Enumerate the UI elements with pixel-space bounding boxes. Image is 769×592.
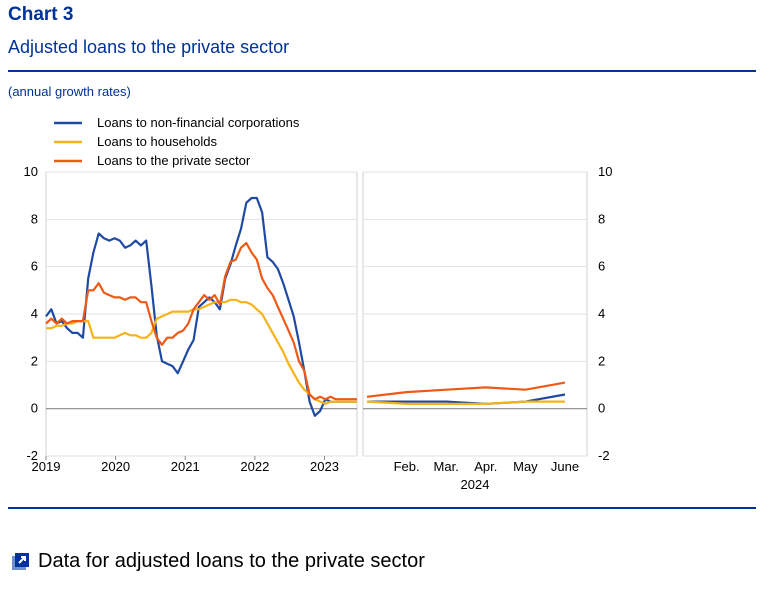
series-line-households: [46, 298, 357, 405]
y-tick-label-left: 10: [24, 164, 38, 179]
x-tick-label-2024: Apr.: [474, 459, 497, 474]
x-tick-label: 2020: [101, 459, 130, 474]
legend-label: Loans to the private sector: [97, 153, 251, 168]
y-tick-label-right: 2: [598, 353, 605, 368]
chart-subtitle: (annual growth rates): [8, 84, 131, 99]
y-tick-label-left: -2: [26, 448, 38, 463]
y-tick-label-left: 4: [31, 306, 38, 321]
x-tick-label: 2021: [171, 459, 200, 474]
series-line-2024-households: [366, 400, 565, 405]
y-tick-label-left: 6: [31, 259, 38, 274]
x-tick-label-2024: Feb.: [394, 459, 420, 474]
x-tick-label: 2023: [310, 459, 339, 474]
x-axis-year-label: 2024: [461, 477, 490, 492]
legend-label: Loans to non-financial corporations: [97, 115, 300, 130]
chart-title: Adjusted loans to the private sector: [8, 37, 290, 57]
series-line-2024-nfc: [367, 393, 566, 405]
y-tick-label-right: 0: [598, 401, 605, 416]
x-tick-label-2024: Mar.: [434, 459, 459, 474]
y-tick-label-right: 8: [598, 211, 605, 226]
y-tick-label-right: 6: [598, 259, 605, 274]
data-download-link[interactable]: Data for adjusted loans to the private s…: [10, 550, 425, 573]
series-line-private: [45, 241, 357, 401]
y-tick-label-right: 10: [598, 164, 612, 179]
y-tick-label-left: 0: [31, 401, 38, 416]
x-tick-label: 2019: [32, 459, 61, 474]
title-rule: [8, 70, 756, 72]
y-tick-label-right: 4: [598, 306, 605, 321]
y-tick-label-left: 2: [31, 353, 38, 368]
legend-label: Loans to households: [97, 134, 217, 149]
y-tick-label-left: 8: [31, 211, 38, 226]
x-tick-label: 2022: [240, 459, 269, 474]
series-line-2024-private: [366, 381, 566, 398]
chart-kicker: Chart 3: [8, 4, 74, 25]
x-tick-label-2024: May: [513, 459, 538, 474]
x-tick-label-2024: June: [551, 459, 579, 474]
bottom-rule: [8, 507, 756, 509]
external-link-icon: [10, 552, 30, 572]
y-tick-label-right: -2: [598, 448, 610, 463]
data-link-label: Data for adjusted loans to the private s…: [38, 550, 425, 572]
